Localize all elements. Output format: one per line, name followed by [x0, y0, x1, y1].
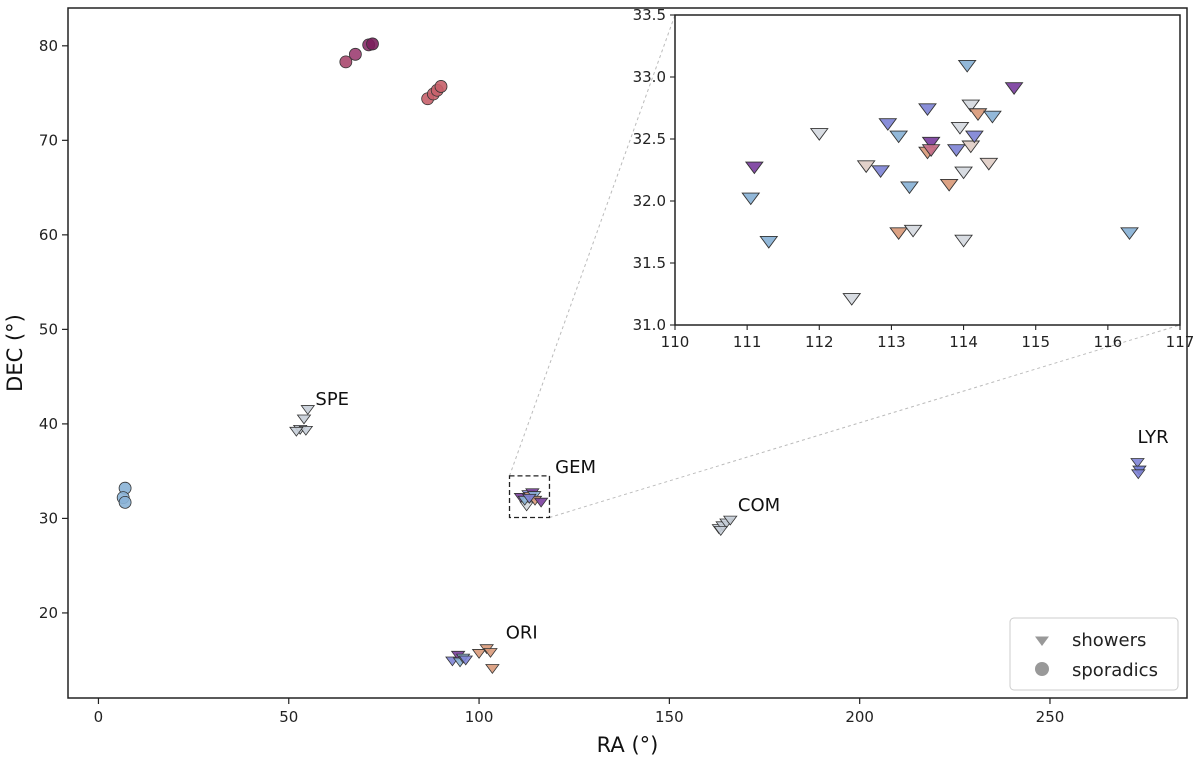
x-tick-label: 50	[279, 708, 298, 726]
scatter-chart: 0 50 100 150 200 250 20 30 40 50 60 70 80 SPE GEM COM O…	[0, 0, 1200, 760]
inset-y-tick-label: 31.5	[633, 254, 666, 272]
y-tick-label: 30	[39, 509, 58, 527]
sporadic-circle-point	[366, 38, 378, 50]
inset-y-tick-label: 33.5	[633, 6, 666, 24]
y-tick-label: 70	[39, 131, 58, 149]
shower-label-lyr: LYR	[1138, 427, 1169, 448]
inset-x-tick-label: 116	[1094, 333, 1123, 351]
y-tick-label: 40	[39, 415, 58, 433]
inset-y-tick-label: 32.5	[633, 130, 666, 148]
y-axis-label: DEC (°)	[3, 314, 27, 392]
shower-triangle-point	[714, 527, 727, 536]
inset-x-tick-label: 111	[733, 333, 762, 351]
shower-triangle-point	[297, 415, 310, 424]
inset-background	[675, 15, 1180, 325]
y-tick-label: 50	[39, 320, 58, 338]
x-tick-label: 100	[465, 708, 494, 726]
shower-triangle-point	[520, 502, 533, 511]
shower-triangle-point	[473, 649, 486, 658]
shower-triangle-point	[486, 665, 499, 674]
shower-triangle-point	[1132, 470, 1145, 479]
sporadic-circle-point	[119, 496, 131, 508]
shower-triangle-point	[301, 406, 314, 415]
y-tick-label: 60	[39, 226, 58, 244]
x-axis-label: RA (°)	[597, 733, 659, 757]
legend-label-showers: showers	[1072, 630, 1146, 651]
inset-x-tick-label: 117	[1166, 333, 1195, 351]
inset-y-tick-label: 32.0	[633, 192, 666, 210]
shower-labels: SPE GEM COM ORI LYR	[315, 389, 1168, 643]
shower-label-gem: GEM	[555, 457, 596, 478]
inset-x-tick-label: 110	[661, 333, 690, 351]
legend-label-sporadics: sporadics	[1072, 660, 1158, 681]
inset-plot: 110 111 112 113 114 115 116 117 31.0 31.5 32.0 32.5…	[633, 6, 1195, 351]
inset-x-tick-label: 112	[805, 333, 834, 351]
zoom-connector-line	[549, 325, 1180, 517]
shower-label-ori: ORI	[506, 622, 538, 643]
sporadic-circle-point	[435, 80, 447, 92]
shower-label-com: COM	[738, 495, 780, 516]
inset-y-tick-label: 31.0	[633, 316, 666, 334]
inset-x-tick-label: 113	[877, 333, 906, 351]
x-tick-label: 250	[1036, 708, 1065, 726]
y-tick-label: 20	[39, 604, 58, 622]
shower-label-spe: SPE	[315, 389, 349, 410]
inset-y-tick-label: 33.0	[633, 68, 666, 86]
inset-x-tick-label: 114	[949, 333, 978, 351]
inset-x-tick-label: 115	[1021, 333, 1050, 351]
y-tick-label: 80	[39, 37, 58, 55]
legend-circle-icon	[1035, 662, 1049, 676]
legend: showers sporadics	[1010, 618, 1178, 690]
x-tick-label: 200	[845, 708, 874, 726]
x-tick-label: 150	[655, 708, 684, 726]
x-tick-label: 0	[94, 708, 104, 726]
sporadic-circle-point	[349, 48, 361, 60]
